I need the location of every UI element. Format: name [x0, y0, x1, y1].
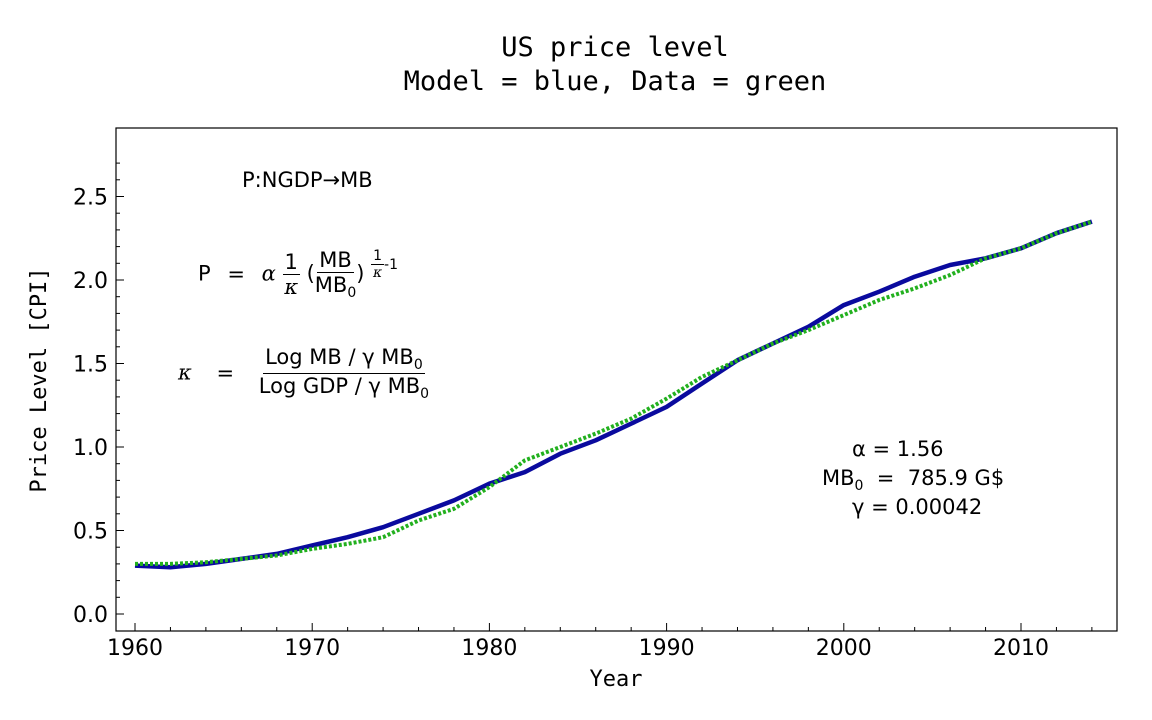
y-tick-label: 2.5	[73, 186, 108, 211]
x-axis-label: Year	[590, 667, 643, 692]
x-tick-label: 2000	[816, 636, 872, 661]
data-series-line	[135, 219, 1093, 566]
param-gamma: γ = 0.00042	[852, 495, 983, 519]
kappa-equation: κ = Log MB / γ MB0 Log GDP / γ MB0	[178, 345, 430, 403]
y-tick-label: 0.5	[73, 520, 108, 545]
alpha-symbol: α	[261, 261, 276, 286]
plot-frame	[115, 127, 1118, 632]
eq-sign: =	[227, 261, 245, 286]
y-tick-label: 0.0	[73, 603, 108, 628]
param-alpha: α = 1.56	[852, 437, 944, 461]
exponent: 1 κ -1	[371, 248, 398, 282]
y-tick-label: 1.0	[73, 436, 108, 461]
y-tick-label: 1.5	[73, 353, 108, 378]
y-axis-label: Price Level [CPI]	[27, 267, 52, 492]
eq-p: P	[198, 261, 211, 286]
x-tick-label: 1960	[107, 636, 163, 661]
mapping-label: P:NGDP→MB	[242, 168, 373, 192]
chart-title: US price level	[501, 32, 729, 63]
x-tick-label: 2010	[993, 636, 1049, 661]
param-mb0: MB0 = 785.9 G$	[822, 466, 1005, 495]
x-tick-label: 1970	[284, 636, 340, 661]
x-tick-label: 1990	[639, 636, 695, 661]
chart-subtitle: Model = blue, Data = green	[404, 66, 827, 97]
y-tick-label: 2.0	[73, 269, 108, 294]
mb-ratio: MB MB0	[314, 248, 357, 302]
x-tick-label: 1980	[461, 636, 517, 661]
model-series-line	[134, 219, 1093, 570]
